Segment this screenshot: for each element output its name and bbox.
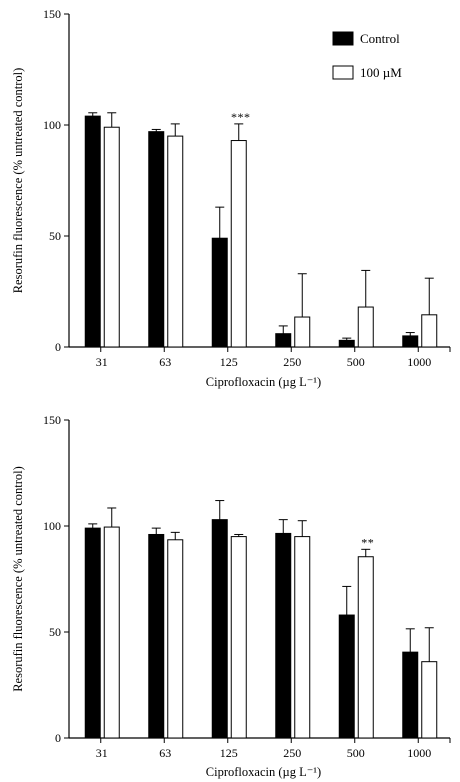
significance-marker: ***: [231, 110, 251, 124]
bar-treated: [167, 539, 184, 739]
bar-treated: [294, 536, 311, 739]
legend-swatch-control: [332, 31, 354, 46]
bar-control: [338, 339, 355, 348]
x-tick-label: 250: [283, 355, 301, 369]
bar-control: [148, 533, 165, 739]
bar-control: [148, 131, 165, 348]
y-tick-label: 0: [55, 731, 61, 745]
x-tick-label: 500: [347, 746, 365, 760]
x-tick-label: 500: [347, 355, 365, 369]
bar-control: [211, 237, 228, 348]
bar-treated: [357, 306, 374, 348]
y-tick-label: 150: [43, 7, 61, 21]
x-tick-label: 31: [96, 746, 108, 760]
significance-marker: **: [361, 535, 374, 549]
chart-bottom: 0 50 100 150 31 63 125 250 500 1000 ** Ciprofloxaci…: [11, 413, 451, 779]
bar-control: [84, 527, 101, 739]
legend-swatch-treated: [332, 65, 354, 80]
bar-control: [402, 335, 419, 348]
y-tick-label: 50: [49, 625, 61, 639]
bar-control: [275, 532, 292, 739]
x-tick-label: 1000: [407, 355, 431, 369]
bar-treated: [357, 556, 374, 739]
y-tick-label: 50: [49, 229, 61, 243]
legend-label-control: Control: [360, 31, 400, 46]
x-tick-label: 125: [220, 746, 238, 760]
legend-label-treated: 100 µM: [360, 65, 402, 80]
y-axis-title: Resorufin fluorescence (% untreated cont…: [11, 466, 25, 692]
y-tick-label: 150: [43, 413, 61, 427]
bar-treated: [167, 135, 184, 348]
bar-control: [275, 333, 292, 348]
y-tick-label: 100: [43, 118, 61, 132]
bar-control: [402, 651, 419, 739]
bar-control: [211, 519, 228, 739]
bar-control: [84, 115, 101, 348]
bar-treated: [230, 140, 247, 348]
x-tick-label: 31: [96, 355, 108, 369]
bar-treated: [421, 661, 438, 739]
bar-treated: [103, 526, 120, 739]
x-axis-title: Ciprofloxacin (µg L⁻¹): [206, 765, 321, 779]
x-tick-label: 63: [159, 746, 171, 760]
x-tick-label: 63: [159, 355, 171, 369]
y-axis-title: Resorufin fluorescence (% untreated cont…: [11, 68, 25, 294]
bar-treated: [103, 126, 120, 348]
x-tick-label: 1000: [407, 746, 431, 760]
bar-treated: [421, 314, 438, 348]
bar-treated: [230, 536, 247, 739]
bar-treated: [294, 316, 311, 348]
y-tick-label: 0: [55, 340, 61, 354]
bar-control: [338, 614, 355, 739]
x-tick-label: 125: [220, 355, 238, 369]
x-axis-title: Ciprofloxacin (µg L⁻¹): [206, 375, 321, 389]
y-tick-label: 100: [43, 519, 61, 533]
x-tick-label: 250: [283, 746, 301, 760]
chart-top: 0 50 100 150 31 63 125 250 500 1000 *** Ciprofloxac…: [11, 7, 451, 389]
